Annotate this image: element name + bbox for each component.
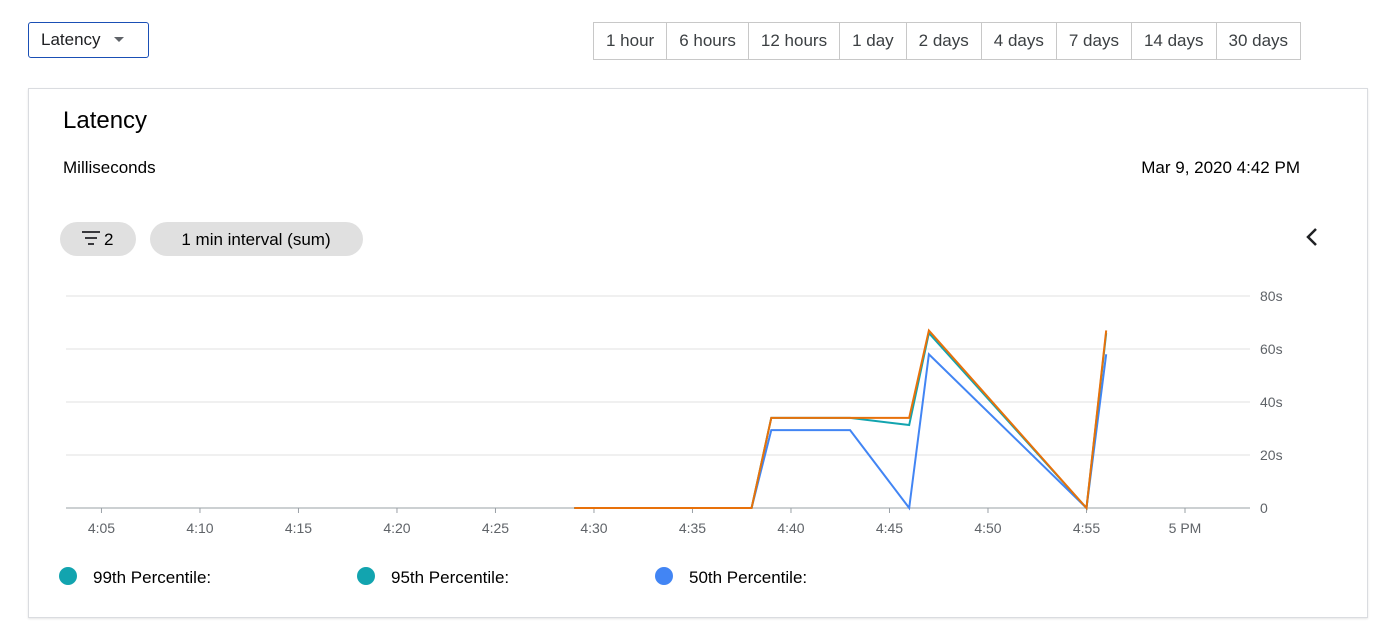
time-range-button[interactable]: 14 days [1130, 23, 1216, 59]
dropdown-arrow [113, 37, 124, 42]
x-tick-label: 4:55 [1073, 520, 1100, 536]
legend-label: 50th Percentile: [689, 568, 807, 587]
x-tick-label: 4:35 [679, 520, 706, 536]
y-tick-label: 60s [1260, 341, 1283, 357]
x-tick-label: 5 PM [1169, 520, 1202, 536]
y-tick-label: 20s [1260, 447, 1283, 463]
x-tick-label: 4:45 [876, 520, 903, 536]
collapse-chevron[interactable] [1306, 228, 1317, 246]
timestamp: Mar 9, 2020 4:42 PM [1141, 158, 1300, 177]
filter-chip[interactable]: 2 [60, 222, 136, 256]
dropdown-label: Latency [41, 30, 101, 49]
legend-dot [357, 567, 375, 585]
chip-bg [150, 222, 363, 256]
time-range-selector: 1 hour 6 hours 12 hours 1 day 2 days 4 days 7 … [593, 22, 1302, 60]
y-tick-label: 0 [1260, 500, 1268, 516]
time-range-button[interactable]: 2 days [905, 23, 981, 59]
legend-label: 99th Percentile: [93, 568, 211, 587]
x-tick-label: 4:40 [777, 520, 804, 536]
x-tick-label: 4:20 [383, 520, 410, 536]
x-tick-label: 4:25 [482, 520, 509, 536]
x-tick-label: 4:05 [88, 520, 115, 536]
metric-dropdown[interactable]: Latency [28, 22, 149, 58]
time-range-button[interactable]: 4 days [980, 23, 1056, 59]
y-tick-label: 40s [1260, 394, 1283, 410]
legend-label: 95th Percentile: [391, 568, 509, 587]
x-tick-label: 4:50 [974, 520, 1001, 536]
series-line [574, 328, 1108, 511]
chip-bg [60, 222, 136, 256]
filter-icon [82, 231, 100, 245]
time-range-button[interactable]: 6 hours [666, 23, 748, 59]
time-range-button[interactable]: 7 days [1055, 23, 1131, 59]
series-line [574, 352, 1108, 511]
legend-dot [59, 567, 77, 585]
x-tick-label: 4:30 [580, 520, 607, 536]
time-range-button[interactable]: 12 hours [747, 23, 839, 59]
x-tick-label: 4:15 [285, 520, 312, 536]
card-subtitle: Milliseconds [63, 158, 156, 177]
series-line [574, 330, 1108, 511]
x-tick-label: 4:10 [186, 520, 213, 536]
legend-dot [655, 567, 673, 585]
time-range-button[interactable]: 1 hour [606, 31, 655, 50]
card-title: Latency [63, 107, 147, 134]
chart-card [28, 88, 1368, 618]
interval-label: 1 min interval (sum) [181, 230, 330, 249]
filter-count: 2 [104, 230, 113, 249]
y-tick-label: 80s [1260, 288, 1283, 304]
interval-chip[interactable]: 1 min interval (sum) [150, 222, 363, 256]
time-range-button[interactable]: 1 day [839, 23, 906, 59]
time-range-button[interactable]: 30 days [1215, 23, 1301, 59]
